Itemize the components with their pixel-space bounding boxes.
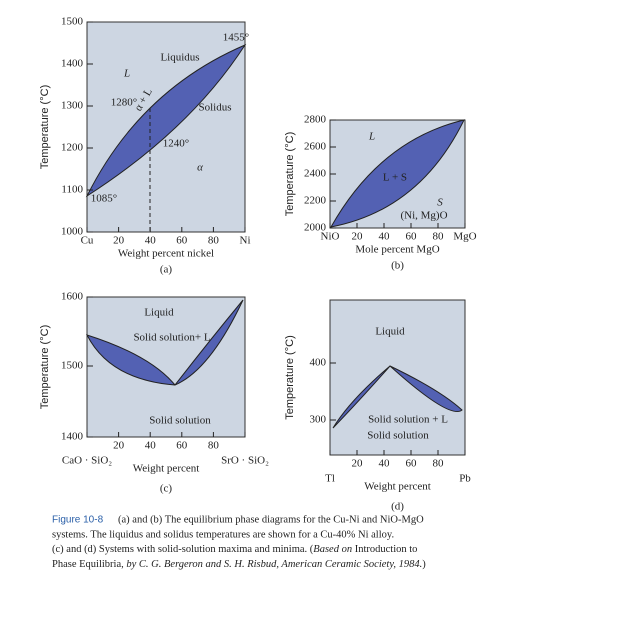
region-label: 1455° — [223, 32, 249, 44]
y-tick-label: 2200 — [304, 195, 327, 207]
region-label: 1280° — [111, 97, 137, 109]
region-label: Liquidus — [160, 52, 199, 64]
x-tick-label: 60 — [406, 231, 418, 243]
region-label: Liquid — [144, 307, 174, 319]
x-tick-label: 40 — [379, 458, 391, 470]
caption-text: Phase Equilibria, by C. G. Bergeron and … — [52, 559, 426, 570]
region-label: L — [123, 68, 130, 80]
x-tick-label: 60 — [176, 235, 188, 247]
x-tick-label: Cu — [81, 235, 94, 247]
region-label: Solidus — [198, 102, 231, 114]
x-tick-label: 60 — [176, 440, 188, 452]
x-tick-label: SrO · SiO₂ — [221, 455, 269, 467]
x-tick-label: 20 — [113, 235, 125, 247]
region-label: Solid solution — [367, 430, 429, 442]
caption-text: systems. The liquidus and solidus temper… — [52, 529, 394, 540]
x-tick-label: Tl — [325, 473, 335, 485]
panel-letter: (d) — [391, 501, 404, 513]
y-tick-label: 2800 — [304, 114, 327, 126]
x-tick-label: 80 — [433, 458, 445, 470]
two-phase-region — [86, 299, 244, 386]
caption-span: ) — [422, 559, 426, 570]
caption-span: Phase Equilibria, — [52, 559, 126, 570]
y-axis-label: Temperature (°C) — [39, 325, 51, 409]
caption-span: (c) and (d) Systems with solid-solution … — [52, 544, 314, 555]
y-tick-label: 1400 — [61, 58, 84, 70]
y-tick-label: 1600 — [61, 291, 84, 303]
x-tick-label: 40 — [145, 235, 157, 247]
y-tick-label: 2600 — [304, 141, 327, 153]
two-phase-region — [85, 43, 247, 198]
x-tick-label: 60 — [406, 458, 418, 470]
x-tick-label: 20 — [352, 231, 364, 243]
y-tick-label: 2000 — [304, 222, 327, 234]
x-tick-label: CaO · SiO₂ — [62, 455, 112, 467]
x-tick-label: 40 — [145, 440, 157, 452]
x-tick-label: 20 — [352, 458, 364, 470]
y-tick-label: 1500 — [61, 16, 84, 28]
x-tick-label: 80 — [208, 440, 220, 452]
y-tick-label: 2400 — [304, 168, 327, 180]
region-label: Liquid — [375, 326, 405, 338]
x-tick-label: Ni — [240, 235, 251, 247]
region-label: 1085° — [91, 193, 117, 205]
x-tick-label: 40 — [379, 231, 391, 243]
region-label: α — [197, 162, 203, 174]
plot-area — [86, 296, 246, 438]
x-tick-label: MgO — [453, 231, 476, 243]
panel-letter: (c) — [160, 483, 173, 495]
y-axis-label: Temperature (°C) — [39, 85, 51, 169]
two-phase-region — [330, 119, 465, 228]
x-tick-label: Pb — [459, 473, 471, 485]
region-label: 1240° — [163, 138, 189, 150]
caption-span: Introduction to — [352, 544, 417, 555]
panel-letter: (b) — [391, 260, 404, 272]
caption-label: Figure 10-8 — [52, 515, 104, 526]
x-axis-label: Weight percent nickel — [118, 248, 214, 260]
y-tick-label: 1100 — [61, 184, 83, 196]
caption-span: by C. G. Bergeron and S. H. Risbud, Amer… — [126, 559, 422, 570]
panel-letter: (a) — [160, 264, 173, 276]
x-axis-label: Weight percent — [133, 463, 200, 475]
caption-text: (a) and (b) The equilibrium phase diagra… — [118, 514, 424, 525]
y-tick-label: 1000 — [61, 226, 84, 238]
x-tick-label: 80 — [433, 231, 445, 243]
region-label: (Ni, Mg)O — [400, 210, 447, 222]
y-tick-label: 300 — [310, 414, 327, 426]
region-label: Solid solution — [149, 415, 211, 427]
plot-area — [329, 299, 466, 456]
y-tick-label: 1300 — [61, 100, 84, 112]
two-phase-region — [332, 365, 463, 429]
y-tick-label: 400 — [310, 357, 327, 369]
x-axis-label: Weight percent — [364, 481, 431, 493]
x-tick-label: 80 — [208, 235, 220, 247]
y-axis-label: Temperature (°C) — [284, 132, 296, 216]
y-tick-label: 1400 — [61, 431, 84, 443]
region-label: S — [437, 197, 443, 209]
caption-span: Based on — [313, 544, 352, 555]
region-label: Solid solution+ L — [133, 332, 210, 344]
x-axis-label: Mole percent MgO — [355, 244, 439, 256]
y-tick-label: 1500 — [61, 360, 84, 372]
region-label: L + S — [383, 172, 407, 184]
y-axis-label: Temperature (°C) — [284, 335, 296, 419]
y-tick-label: 1200 — [61, 142, 84, 154]
region-label: Solid solution + L — [368, 414, 448, 426]
x-tick-label: NiO — [321, 231, 340, 243]
x-tick-label: 20 — [113, 440, 125, 452]
caption-text: (c) and (d) Systems with solid-solution … — [52, 544, 417, 555]
region-label: L — [368, 131, 375, 143]
